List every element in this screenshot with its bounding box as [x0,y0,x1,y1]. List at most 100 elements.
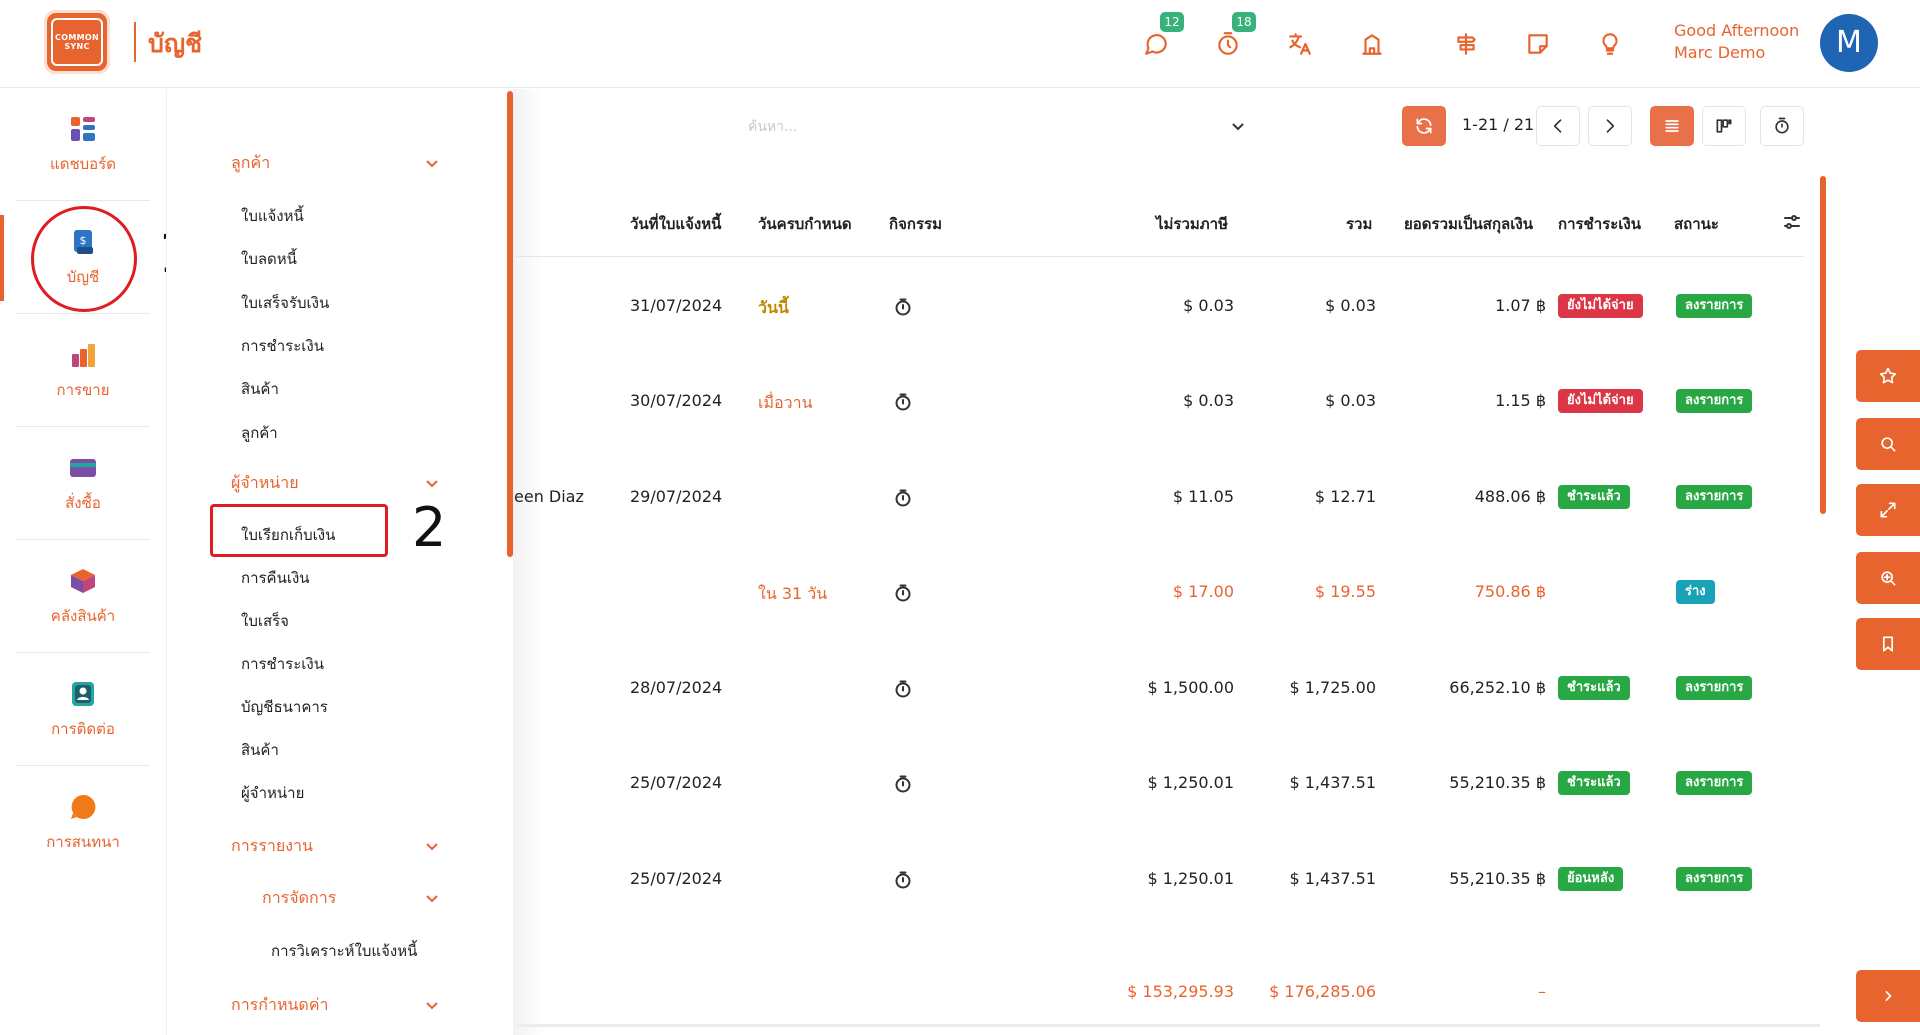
cell-total: $ 1,725.00 [1289,678,1376,697]
menu-item-customer-payments[interactable]: การชำระเงิน [241,337,324,355]
rail-item-purchase[interactable]: สั่งซื้อ [16,428,150,540]
status-badge: ลงรายการ [1676,867,1753,891]
rail-item-inventory[interactable]: คลังสินค้า [16,541,150,653]
chevron-right-icon [1606,119,1615,133]
menu-item-invoice-analysis[interactable]: การวิเคราะห์ใบแจ้งหนี้ [271,942,418,960]
search-options-chevron-icon[interactable] [1230,118,1246,134]
menu-item-customer-products[interactable]: สินค้า [241,380,279,398]
messages-button[interactable]: 12 [1140,12,1184,60]
menu-item-bank-accounts[interactable]: บัญชีธนาคาร [241,698,328,716]
refresh-icon [1416,118,1432,134]
expand-button[interactable] [1856,484,1920,536]
next-panel-button[interactable] [1856,970,1920,1022]
cell-untaxed: $ 17.00 [1172,582,1234,601]
rail-item-discuss[interactable]: การสนทนา [16,767,150,879]
footer-untaxed-sum: $ 153,295.93 [1127,982,1234,1001]
column-header-status[interactable]: สถานะ [1674,215,1719,233]
cell-due-date: ใน 31 วัน [758,584,828,603]
column-header-invoice-date[interactable]: วันที่ใบแจ้งหนี้ [630,215,722,233]
rail-item-sales[interactable]: การขาย [16,315,150,427]
signpost-icon [1457,33,1476,55]
cell-invoice-date: 25/07/2024 [630,773,723,792]
annotation-box [210,504,388,557]
rail-label-contacts: การติดต่อ [51,719,115,738]
rail-item-contacts[interactable]: การติดต่อ [16,654,150,766]
panel-shadow [514,89,544,1035]
cell-untaxed: $ 1,500.00 [1147,678,1234,697]
menu-item-vendors[interactable]: ผู้จำหน่าย [241,784,305,802]
footer-currency-sum: – [1538,982,1546,1001]
menu-item-vendor-payments[interactable]: การชำระเงิน [241,655,324,673]
rail-active-indicator [0,215,4,301]
pager-next-button[interactable] [1588,106,1632,146]
chevron-down-icon[interactable] [425,475,439,489]
menu-item-refunds[interactable]: การคืนเงิน [241,569,310,587]
column-header-payment[interactable]: การชำระเงิน [1558,215,1641,233]
activity-stopwatch-icon[interactable] [893,488,913,508]
activity-stopwatch-icon[interactable] [893,392,913,412]
cell-untaxed: $ 11.05 [1172,487,1234,506]
cell-total: $ 0.03 [1325,296,1376,315]
app-title: บัญชี [148,29,203,58]
activity-stopwatch-icon[interactable] [893,679,913,699]
status-badge: ลงรายการ [1676,676,1753,700]
app-logo[interactable]: COMMON SYNC [44,10,110,74]
activity-stopwatch-icon[interactable] [893,297,913,317]
submenu-header-customers[interactable]: ลูกค้า [231,153,271,172]
menu-item-invoices[interactable]: ใบแจ้งหนี้ [241,207,304,225]
activity-stopwatch-icon[interactable] [893,870,913,890]
list-view-button[interactable] [1650,106,1694,146]
payment-status-badge: ย้อนหลัง [1558,867,1624,891]
chevron-down-icon[interactable] [425,997,439,1011]
kanban-view-button[interactable] [1702,106,1746,146]
column-header-total[interactable]: รวม [1346,215,1373,233]
chevron-down-icon[interactable] [425,155,439,169]
menu-item-receipts[interactable]: ใบเสร็จรับเงิน [241,294,330,312]
column-header-untaxed[interactable]: ไม่รวมภาษี [1156,215,1228,233]
cell-total-in-currency: 750.86 ฿ [1474,582,1546,601]
rail-label-sales: การขาย [56,380,110,399]
favorite-button[interactable] [1856,350,1920,402]
submenu-header-reporting[interactable]: การรายงาน [231,836,313,855]
tips-button[interactable] [1594,28,1626,60]
chevron-down-icon[interactable] [425,838,439,852]
language-button[interactable] [1284,28,1316,60]
submenu-scrollbar[interactable] [507,91,513,557]
rail-item-dashboard[interactable]: แดชบอร์ด [16,89,150,201]
rail-label-discuss: การสนทนา [46,833,120,851]
column-settings-icon[interactable] [1782,212,1802,232]
pager-value[interactable]: 1-21 / 21 [1462,115,1535,134]
activity-timer-button[interactable]: 18 [1212,12,1256,60]
activity-view-button[interactable] [1760,106,1804,146]
menu-item-vendor-products[interactable]: สินค้า [241,741,279,759]
cell-due-date: วันนี้ [758,298,789,317]
menu-item-vendor-receipts[interactable]: ใบเสร็จ [241,612,289,630]
user-avatar[interactable]: M [1820,14,1878,72]
chevron-down-icon[interactable] [425,890,439,904]
column-header-total-in-currency[interactable]: ยอดรวมเป็นสกุลเงิน [1404,215,1533,233]
zoom-in-button[interactable] [1856,552,1920,604]
bookmark-button[interactable] [1856,618,1920,670]
column-header-due-date[interactable]: วันครบกำหนด [758,215,852,233]
submenu-header-management[interactable]: การจัดการ [262,888,337,907]
refresh-button[interactable] [1402,106,1446,146]
activity-stopwatch-icon[interactable] [893,583,913,603]
search-input[interactable]: ค้นหา... [748,119,798,135]
header-divider [516,256,1804,257]
search-float-button[interactable] [1856,418,1920,470]
column-header-activities[interactable]: กิจกรรม [889,215,942,233]
bookmark-icon [1883,636,1893,652]
menu-item-credit-notes[interactable]: ใบลดหนี้ [241,250,297,268]
pager-previous-button[interactable] [1536,106,1580,146]
contacts-icon [72,681,94,706]
table-scrollbar[interactable] [1820,176,1826,514]
inventory-icon [71,568,95,593]
submenu-header-vendors[interactable]: ผู้จำหน่าย [231,473,299,492]
activity-stopwatch-icon[interactable] [893,774,913,794]
notes-button[interactable] [1522,28,1554,60]
company-button[interactable] [1356,28,1388,60]
signpost-button[interactable] [1450,28,1482,60]
menu-item-bills[interactable]: ใบเรียกเก็บเงิน [241,526,336,544]
menu-item-customers[interactable]: ลูกค้า [241,424,278,442]
submenu-header-configuration[interactable]: การกำหนดค่า [231,995,329,1014]
